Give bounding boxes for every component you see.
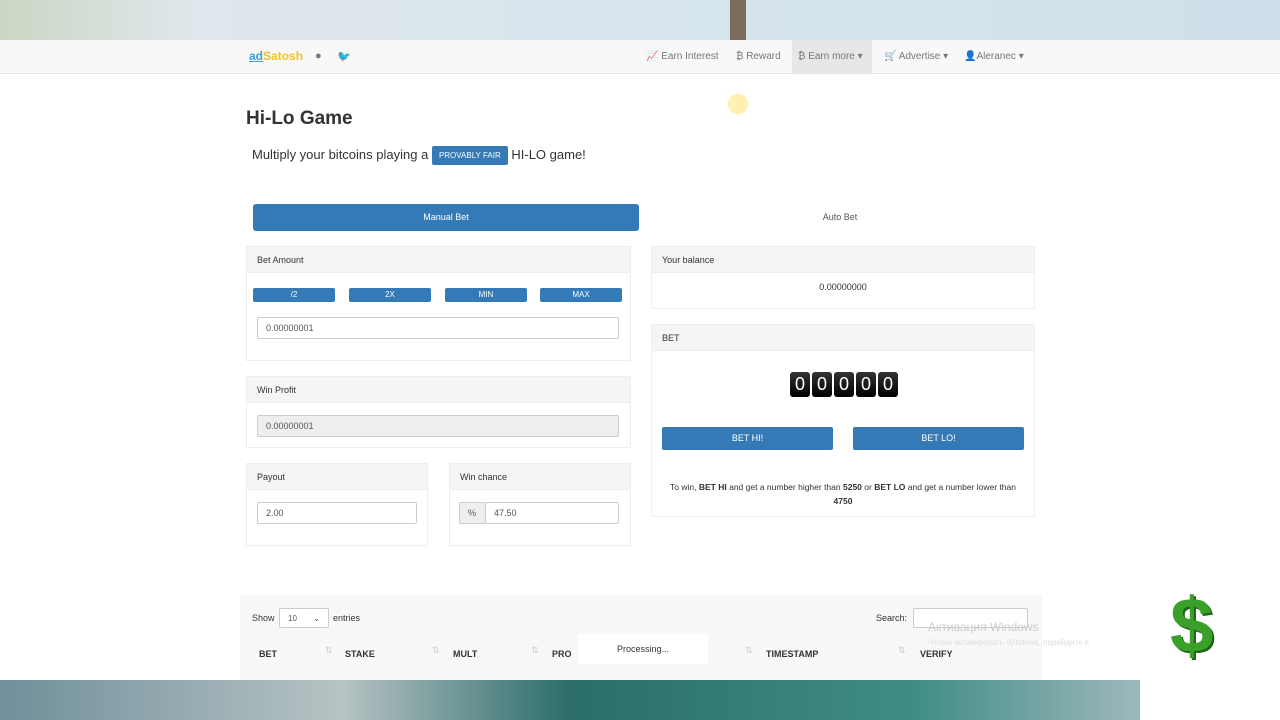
show-label: Show (252, 613, 275, 623)
twitter-icon[interactable]: 🐦 (337, 51, 351, 63)
rules-text: To win, BET HI and get a number higher t… (670, 482, 1016, 506)
number-display: 0 0 0 0 0 (790, 372, 898, 397)
page-title: Hi-Lo Game (246, 108, 353, 129)
bet-amount-panel: Bet Amount (246, 246, 631, 361)
max-button[interactable]: MAX (540, 288, 622, 302)
digit: 0 (856, 372, 876, 397)
bet-lo-button[interactable]: BET LO! (853, 427, 1024, 450)
search-input[interactable] (913, 608, 1028, 628)
sort-icon[interactable]: ⇅ (531, 645, 539, 655)
processing-indicator: Processing... (578, 634, 708, 664)
win-profit-panel: Win Profit (246, 376, 631, 448)
col-profit[interactable]: PRO (552, 649, 572, 659)
percent-addon: % (459, 502, 486, 524)
col-mult[interactable]: MULT (453, 649, 478, 659)
page-subtitle: Multiply your bitcoins playing a PROVABL… (252, 146, 586, 165)
tab-auto-bet[interactable]: Auto Bet (822, 212, 858, 222)
sort-icon[interactable]: ⇅ (898, 645, 906, 655)
col-bet[interactable]: BET (259, 649, 277, 659)
win-profit-input: 0.00000001 (257, 415, 619, 437)
sort-icon[interactable]: ⇅ (325, 645, 333, 655)
digit: 0 (878, 372, 898, 397)
col-timestamp[interactable]: TIMESTAMP (766, 649, 819, 659)
tab-manual-bet[interactable]: Manual Bet (253, 204, 639, 231)
balance-panel: Your balance 0.00000000 (651, 246, 1035, 309)
half-button[interactable]: /2 (253, 288, 335, 302)
windows-activation-text: Чтобы активировать Windows, перейдите в (928, 638, 1089, 647)
navbar: adSatosh ● 🐦 📈 Earn Interest ₿ Reward ₿ … (0, 40, 1280, 74)
min-button[interactable]: MIN (445, 288, 527, 302)
digit: 0 (834, 372, 854, 397)
bet-amount-input[interactable]: 0.00000001 (257, 317, 619, 339)
digit: 0 (812, 372, 832, 397)
search-label: Search: (876, 613, 908, 623)
background-image-top (0, 0, 1280, 40)
nav-reward[interactable]: ₿ Reward (736, 51, 781, 62)
windows-activation-title: Активация Windows (928, 620, 1039, 634)
sort-icon[interactable]: ⇅ (745, 645, 753, 655)
double-button[interactable]: 2X (349, 288, 431, 302)
col-stake[interactable]: STAKE (345, 649, 375, 659)
dollar-logo-area (1140, 580, 1280, 720)
entries-select[interactable]: 10 ⌄ (279, 608, 329, 628)
brand-logo[interactable]: adSatosh (249, 49, 304, 63)
balance-value: 0.00000000 (819, 282, 867, 292)
provably-fair-badge[interactable]: PROVABLY FAIR (431, 146, 508, 165)
payout-input[interactable]: 2.00 (257, 502, 417, 524)
digit: 0 (790, 372, 810, 397)
col-verify[interactable]: VERIFY (920, 649, 953, 659)
background-image-bottom (0, 680, 1140, 720)
entries-label: entries (333, 613, 361, 623)
nav-earn-more[interactable]: ₿ Earn more ▾ (792, 40, 872, 73)
dollar-sign-icon: $ (1170, 581, 1214, 669)
bet-panel: BET (651, 324, 1035, 517)
sort-icon[interactable]: ⇅ (432, 645, 440, 655)
nav-user[interactable]: 👤Aleranec ▾ (964, 51, 1024, 62)
win-chance-input[interactable]: 47.50 (485, 502, 619, 524)
bet-hi-button[interactable]: BET HI! (662, 427, 833, 450)
telegram-icon[interactable]: ● (315, 50, 322, 62)
nav-earn-interest[interactable]: 📈 Earn Interest (646, 51, 719, 62)
nav-advertise[interactable]: 🛒 Advertise ▾ (884, 51, 949, 62)
cursor-highlight (728, 94, 748, 114)
